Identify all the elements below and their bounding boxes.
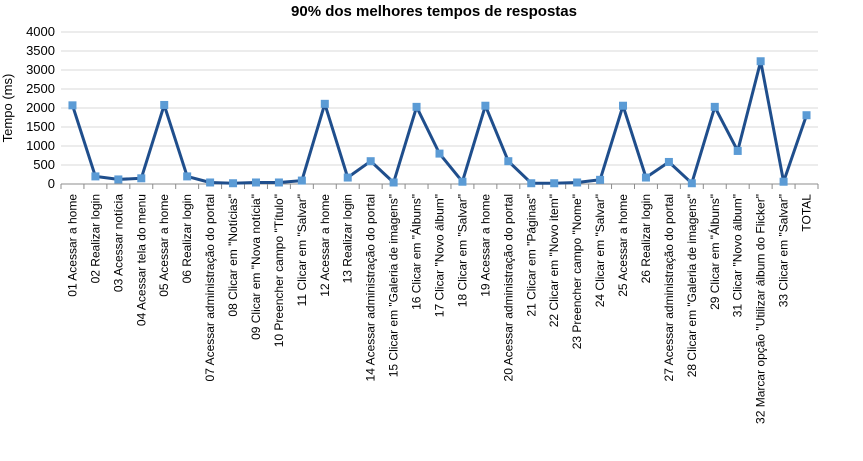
category-label: 01 Acessar a home — [65, 194, 79, 297]
data-point — [435, 149, 444, 158]
data-point — [756, 57, 765, 66]
y-axis-label: Tempo (ms) — [0, 74, 15, 143]
data-point — [68, 101, 77, 110]
y-tick-label: 3000 — [26, 62, 55, 77]
data-point — [137, 174, 146, 183]
data-point — [320, 99, 329, 108]
data-point — [91, 172, 100, 181]
data-point — [458, 177, 467, 186]
data-point — [251, 178, 260, 187]
chart-title: 90% dos melhores tempos de respostas — [291, 3, 577, 20]
data-point — [779, 177, 788, 186]
data-point — [527, 179, 536, 188]
data-point — [229, 179, 238, 188]
data-point — [183, 172, 192, 181]
category-label: 20 Acessar administração do portal — [501, 194, 515, 381]
data-point — [481, 101, 490, 110]
category-label: 04 Acessar tela do menu — [134, 194, 148, 326]
category-label: TOTAL — [800, 194, 814, 232]
data-point — [389, 178, 398, 187]
category-label: 24 Clicar em "Salvar" — [593, 194, 607, 307]
y-tick-label: 1000 — [26, 138, 55, 153]
category-label: 05 Acessar a home — [157, 194, 171, 297]
data-point — [641, 173, 650, 182]
data-point — [573, 178, 582, 187]
y-tick-label: 1500 — [26, 119, 55, 134]
data-point — [733, 146, 742, 155]
y-axis-ticks: 0 500 1000 1500 2000 2500 3000 3500 4000 — [26, 24, 55, 191]
category-label: 07 Acessar administração do portal — [203, 194, 217, 381]
data-point — [687, 179, 696, 188]
category-label: 16 Clicar em "Álbuns" — [409, 194, 424, 310]
y-tick-label: 500 — [33, 157, 55, 172]
category-label: 23 Preencher campo "Nome" — [570, 194, 584, 349]
data-point — [710, 102, 719, 111]
category-labels: 01 Acessar a home 02 Realizar login 03 Ace… — [65, 194, 813, 424]
data-point — [114, 175, 123, 184]
category-label: 28 Clicar em "Galeria de imagens" — [685, 194, 699, 377]
category-label: 02 Realizar login — [88, 194, 102, 283]
category-label: 26 Realizar login — [639, 194, 653, 283]
series-markers — [68, 57, 811, 188]
y-tick-label: 0 — [48, 176, 55, 191]
data-point — [206, 178, 215, 187]
category-label: 12 Acessar a home — [318, 194, 332, 297]
y-tick-label: 2500 — [26, 81, 55, 96]
category-label: 22 Clicar em "Novo item" — [547, 194, 561, 327]
y-tick-label: 2000 — [26, 100, 55, 115]
category-label: 11 Clicar em "Salvar" — [295, 194, 309, 306]
data-point — [619, 101, 628, 110]
category-label: 08 Clicar em "Notícias" — [226, 194, 240, 317]
grid-lines — [61, 31, 818, 185]
category-label: 27 Acessar administração do portal — [662, 194, 676, 381]
data-point — [802, 111, 811, 120]
category-label: 14 Acessar administração do portal — [364, 194, 378, 381]
category-label: 18 Clicar em "Salvar" — [455, 194, 469, 307]
data-point — [664, 157, 673, 166]
category-label: 31 Clicar "Novo álbum" — [731, 194, 745, 317]
category-label: 17 Clicar "Novo álbum" — [433, 194, 447, 317]
data-point — [343, 173, 352, 182]
category-label: 25 Acessar a home — [616, 194, 630, 297]
data-point — [550, 179, 559, 188]
data-point — [297, 176, 306, 185]
category-label: 33 Clicar em "Salvar" — [777, 194, 791, 307]
category-label: 06 Realizar login — [180, 194, 194, 283]
category-label: 10 Preencher campo "Título" — [272, 194, 286, 347]
y-tick-label: 3500 — [26, 43, 55, 58]
data-point — [274, 178, 283, 187]
x-axis-ticks — [60, 184, 819, 189]
category-label: 03 Acessar notícia — [111, 194, 125, 292]
data-point — [504, 157, 513, 166]
category-label: 29 Clicar em "Álbuns" — [707, 194, 722, 310]
data-point — [366, 157, 375, 166]
category-label: 32 Marcar opção "Utilizar álbum do Flick… — [754, 194, 768, 424]
category-label: 21 Clicar em "Páginas" — [524, 194, 538, 317]
data-point — [412, 102, 421, 111]
y-tick-label: 4000 — [26, 24, 55, 39]
category-label: 09 Clicar em "Nova notícia" — [249, 194, 263, 340]
data-point — [160, 100, 169, 109]
data-point — [596, 175, 605, 184]
category-label: 19 Acessar a home — [478, 194, 492, 297]
category-label: 15 Clicar em "Galeria de imagens" — [387, 194, 401, 377]
category-label: 13 Realizar login — [341, 194, 355, 283]
